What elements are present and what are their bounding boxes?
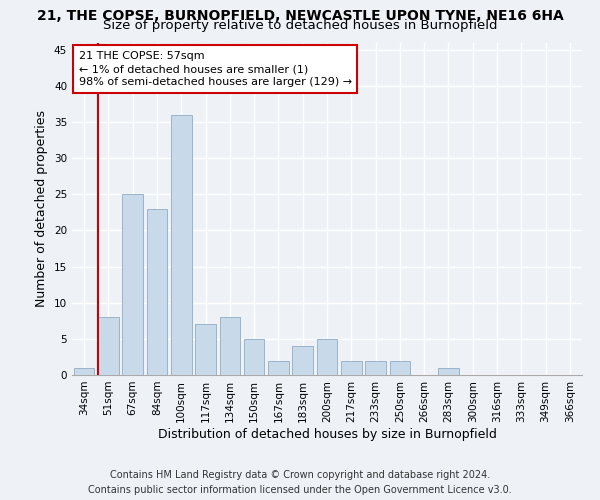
Bar xyxy=(220,317,240,375)
Text: Contains HM Land Registry data © Crown copyright and database right 2024.
Contai: Contains HM Land Registry data © Crown c… xyxy=(88,470,512,495)
Y-axis label: Number of detached properties: Number of detached properties xyxy=(35,110,49,307)
Bar xyxy=(341,360,362,375)
Bar xyxy=(317,339,337,375)
Bar xyxy=(268,360,289,375)
Bar xyxy=(365,360,386,375)
Bar xyxy=(171,115,191,375)
Bar xyxy=(146,209,167,375)
Bar xyxy=(122,194,143,375)
Bar xyxy=(74,368,94,375)
X-axis label: Distribution of detached houses by size in Burnopfield: Distribution of detached houses by size … xyxy=(158,428,496,440)
Bar xyxy=(389,360,410,375)
Bar xyxy=(292,346,313,375)
Bar xyxy=(438,368,459,375)
Text: 21, THE COPSE, BURNOPFIELD, NEWCASTLE UPON TYNE, NE16 6HA: 21, THE COPSE, BURNOPFIELD, NEWCASTLE UP… xyxy=(37,9,563,23)
Bar xyxy=(98,317,119,375)
Text: 21 THE COPSE: 57sqm
← 1% of detached houses are smaller (1)
98% of semi-detached: 21 THE COPSE: 57sqm ← 1% of detached hou… xyxy=(79,51,352,87)
Bar xyxy=(244,339,265,375)
Bar xyxy=(195,324,216,375)
Text: Size of property relative to detached houses in Burnopfield: Size of property relative to detached ho… xyxy=(103,19,497,32)
